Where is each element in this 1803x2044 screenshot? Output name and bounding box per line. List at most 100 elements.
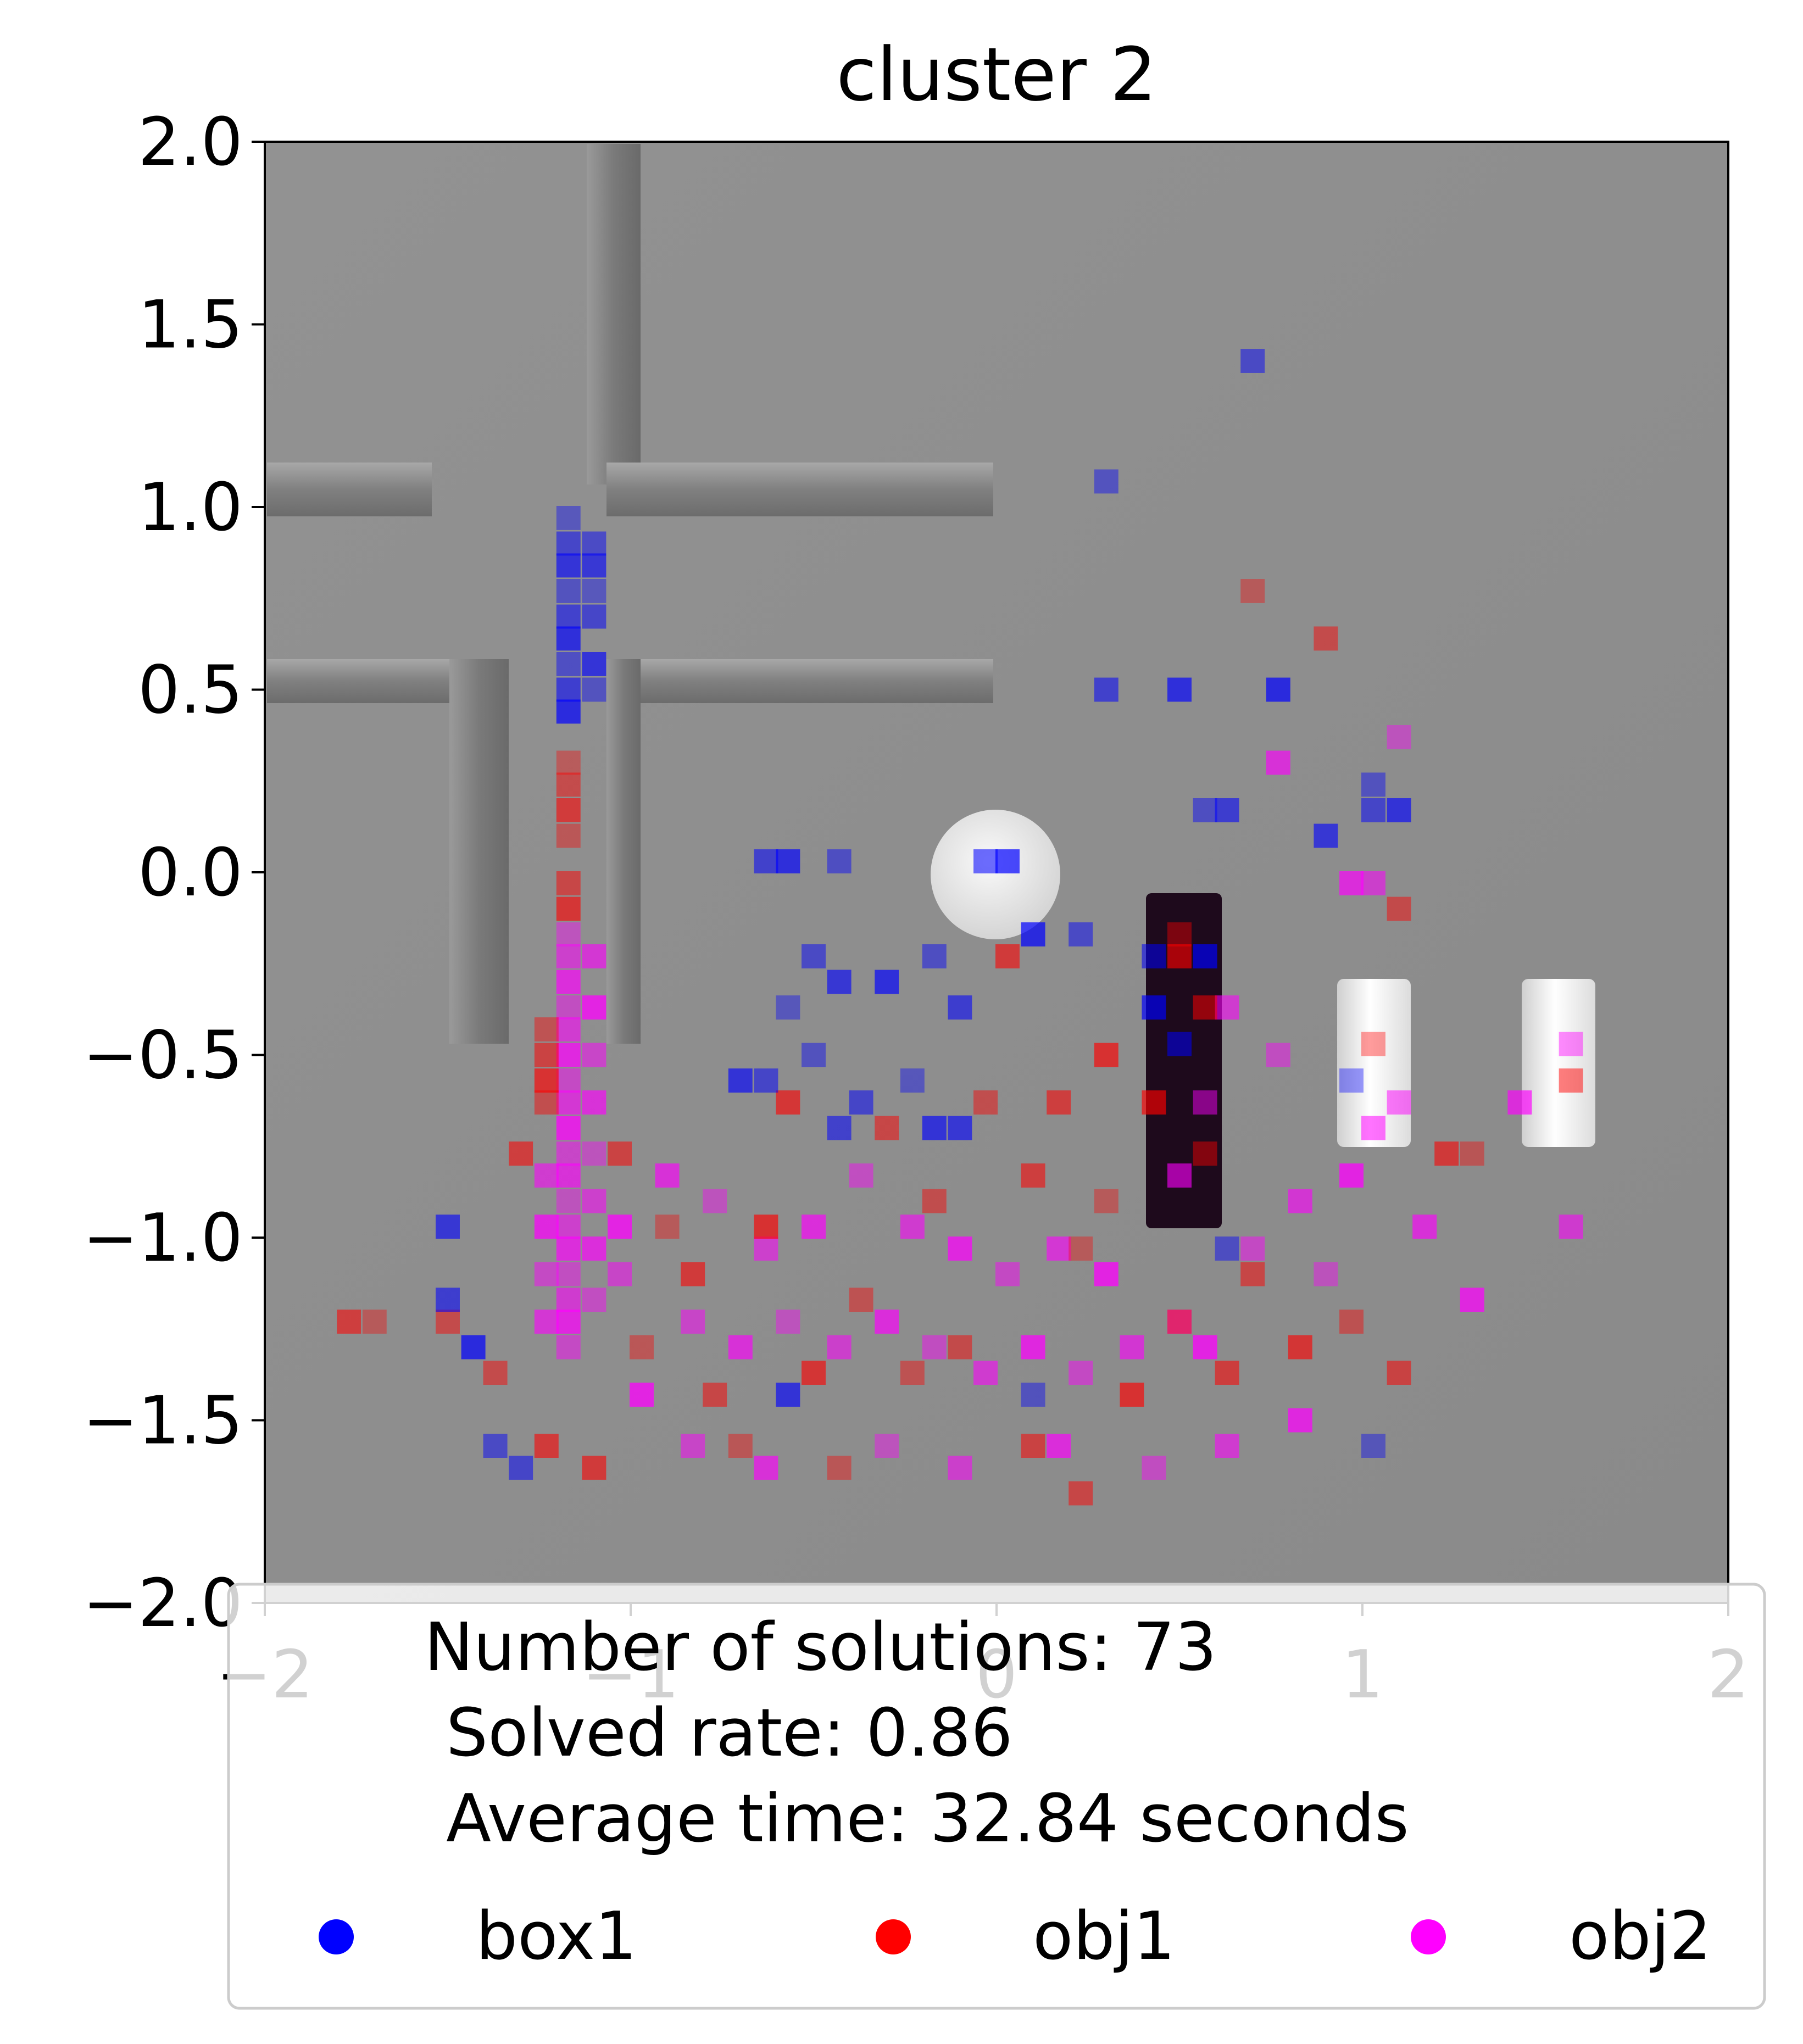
heatmap-cell-obj1: [754, 1215, 778, 1239]
heatmap-cell-obj2: [582, 995, 606, 1020]
heatmap-cell-obj2: [556, 1043, 581, 1067]
heatmap-cell-obj1: [436, 1310, 460, 1334]
heatmap-cell-obj1: [608, 1141, 632, 1166]
legend-average-time: Average time: 32.84 seconds: [446, 1781, 1409, 1857]
heatmap-cell-obj1: [703, 1383, 727, 1407]
heatmap-cell-obj1: [1314, 626, 1338, 651]
heatmap-cell-obj1: [534, 1434, 559, 1458]
heatmap-cell-box1: [1387, 798, 1411, 822]
heatmap-cell-obj2: [1167, 1310, 1192, 1334]
heatmap-cell-box1: [900, 1068, 925, 1093]
y-tick-label: 2.0: [138, 104, 243, 181]
heatmap-cell-box1: [1167, 677, 1192, 702]
heatmap-cell-box1: [582, 531, 606, 556]
heatmap-cell-obj1: [849, 1288, 873, 1312]
heatmap-cell-obj1: [1167, 922, 1192, 946]
heatmap-cell-obj2: [827, 1335, 852, 1360]
heatmap-cell-obj2: [556, 1090, 581, 1115]
heatmap-cell-box1: [973, 849, 998, 873]
heatmap-cell-obj2: [1215, 995, 1239, 1020]
scene-walls: [267, 144, 993, 1044]
wall-vertical-lower-left: [449, 659, 509, 1044]
heatmap-cell-obj1: [483, 1361, 508, 1385]
heatmap-cell-obj1: [1167, 944, 1192, 968]
heatmap-cell-obj1: [875, 1116, 899, 1140]
heatmap-cell-obj1: [1240, 1262, 1265, 1286]
heatmap-cell-obj2: [1193, 1090, 1217, 1115]
heatmap-cell-obj1: [1361, 1032, 1385, 1056]
heatmap-cell-obj2: [948, 1456, 972, 1480]
heatmap-cell-obj2: [1288, 1189, 1312, 1213]
heatmap-cell-box1: [1361, 798, 1385, 822]
heatmap-cell-obj2: [875, 1310, 899, 1334]
legend-solutions: Number of solutions: 73: [424, 1609, 1217, 1686]
heatmap-cell-obj2: [556, 1335, 581, 1360]
heatmap-cell-box1: [1142, 995, 1166, 1020]
chart-title: cluster 2: [836, 32, 1157, 118]
heatmap-cell-obj1: [681, 1262, 705, 1286]
scene-cylinder-2: [1522, 979, 1595, 1147]
heatmap-cell-obj1: [1069, 1237, 1093, 1261]
heatmap-cell-obj2: [556, 995, 581, 1020]
heatmap-cell-obj2: [556, 922, 581, 946]
heatmap-cell-obj1: [556, 798, 581, 822]
heatmap-cell-obj2: [1193, 1335, 1217, 1360]
heatmap-cell-obj2: [534, 1163, 559, 1188]
heatmap-cell-box1: [582, 652, 606, 676]
heatmap-cell-box1: [728, 1068, 753, 1093]
heatmap-cell-obj1: [1094, 1189, 1118, 1213]
heatmap-cell-obj1: [1069, 1481, 1093, 1506]
heatmap-cell-obj2: [1240, 1237, 1265, 1261]
heatmap-cell-obj2: [582, 1090, 606, 1115]
heatmap-obj1: [337, 579, 1583, 1506]
heatmap-cell-obj2: [556, 1141, 581, 1166]
heatmap-cell-box1: [582, 677, 606, 702]
heatmap-cell-box1: [1021, 922, 1045, 946]
heatmap-cell-obj2: [556, 1116, 581, 1140]
heatmap-cell-obj2: [556, 1310, 581, 1334]
heatmap-cell-obj1: [1387, 896, 1411, 921]
heatmap-cell-box1: [995, 849, 1020, 873]
heatmap-cell-obj2: [556, 1163, 581, 1188]
heatmap-cell-obj1: [922, 1189, 947, 1213]
heatmap-cell-box1: [1215, 798, 1239, 822]
heatmap-cell-obj1: [1094, 1043, 1118, 1067]
heatmap-cell-box1: [776, 849, 800, 873]
heatmap-cell-box1: [802, 1043, 826, 1067]
heatmap-cell-obj1: [900, 1361, 925, 1385]
wall-vertical-top: [587, 144, 641, 484]
heatmap-cell-box1: [582, 604, 606, 629]
heatmap-cell-obj2: [608, 1262, 632, 1286]
heatmap-cell-obj2: [728, 1335, 753, 1360]
heatmap-cell-obj2: [1361, 871, 1385, 895]
legend-solved-rate: Solved rate: 0.86: [446, 1695, 1013, 1772]
heatmap-cell-obj2: [1387, 1090, 1411, 1115]
y-tick-label: −1.5: [83, 1383, 243, 1460]
heatmap-cell-obj2: [655, 1163, 680, 1188]
heatmap-cell-obj2: [703, 1189, 727, 1213]
heatmap-cell-obj1: [362, 1310, 387, 1334]
heatmap-cell-box1: [436, 1215, 460, 1239]
heatmap-cell-box1: [582, 579, 606, 603]
heatmap-cell-obj2: [1215, 1434, 1239, 1458]
heatmap-cell-box1: [827, 849, 852, 873]
heatmap-cell-obj2: [556, 1215, 581, 1239]
heatmap-cell-obj1: [556, 896, 581, 921]
heatmap-cell-box1: [1142, 944, 1166, 968]
heatmap-cell-obj1: [1387, 1361, 1411, 1385]
heatmap-cell-box1: [461, 1335, 486, 1360]
heatmap-cell-box1: [827, 970, 852, 994]
heatmap-cell-box1: [948, 1116, 972, 1140]
heatmap-cell-obj2: [849, 1163, 873, 1188]
wall-horizontal-upper-right: [606, 463, 993, 516]
heatmap-cell-box1: [556, 626, 581, 651]
heatmap-cell-obj1: [728, 1434, 753, 1458]
heatmap-cell-obj1: [1193, 1141, 1217, 1166]
heatmap-cell-obj1: [337, 1310, 361, 1334]
heatmap-cell-obj2: [1559, 1215, 1583, 1239]
heatmap-cell-obj1: [1434, 1141, 1459, 1166]
heatmap-cell-obj2: [1047, 1434, 1071, 1458]
heatmap-cell-obj1: [1559, 1068, 1583, 1093]
y-tick-label: −1.0: [83, 1200, 243, 1277]
